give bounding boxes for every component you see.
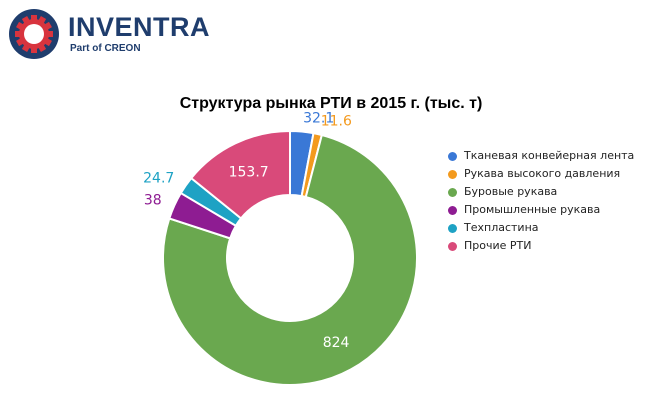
brand-name: INVENTRA — [68, 12, 211, 42]
legend-item: Тканевая конвейерная лента — [448, 149, 653, 163]
gear-icon — [9, 9, 59, 59]
legend-item: Промышленные рукава — [448, 203, 653, 217]
legend-swatch — [448, 188, 457, 197]
slice-data-label: 11.6 — [321, 113, 352, 129]
legend-swatch — [448, 152, 457, 161]
chart-title: Структура рынка РТИ в 2015 г. (тыс. т) — [179, 95, 483, 112]
slice-data-label: 24.7 — [143, 170, 174, 186]
legend-item: Техпластина — [448, 221, 653, 235]
legend-label: Рукава высокого давления — [464, 167, 621, 180]
slice-data-label: 824 — [323, 335, 350, 351]
slice-data-label: 153.7 — [229, 164, 269, 180]
legend-label: Техпластина — [464, 221, 539, 234]
legend-item: Прочие РТИ — [448, 239, 653, 253]
legend-label: Прочие РТИ — [464, 239, 532, 252]
brand-logo: INVENTRA Part of CREON — [8, 8, 248, 60]
legend-item: Рукава высокого давления — [448, 167, 653, 181]
legend-label: Промышленные рукава — [464, 203, 601, 216]
legend-item: Буровые рукава — [448, 185, 653, 199]
legend-label: Тканевая конвейерная лента — [464, 149, 635, 162]
legend-label: Буровые рукава — [464, 185, 558, 198]
brand-tagline: Part of CREON — [70, 43, 141, 54]
donut-slice — [189, 129, 291, 220]
legend-swatch — [448, 170, 457, 179]
legend-swatch — [448, 242, 457, 251]
slice-data-label: 32.1 — [303, 111, 334, 127]
legend-swatch — [448, 206, 457, 215]
slice-data-label: 38 — [144, 193, 162, 209]
chart-legend: Тканевая конвейерная лента Рукава высоког… — [448, 149, 653, 257]
legend-swatch — [448, 224, 457, 233]
donut-slice — [162, 133, 418, 386]
